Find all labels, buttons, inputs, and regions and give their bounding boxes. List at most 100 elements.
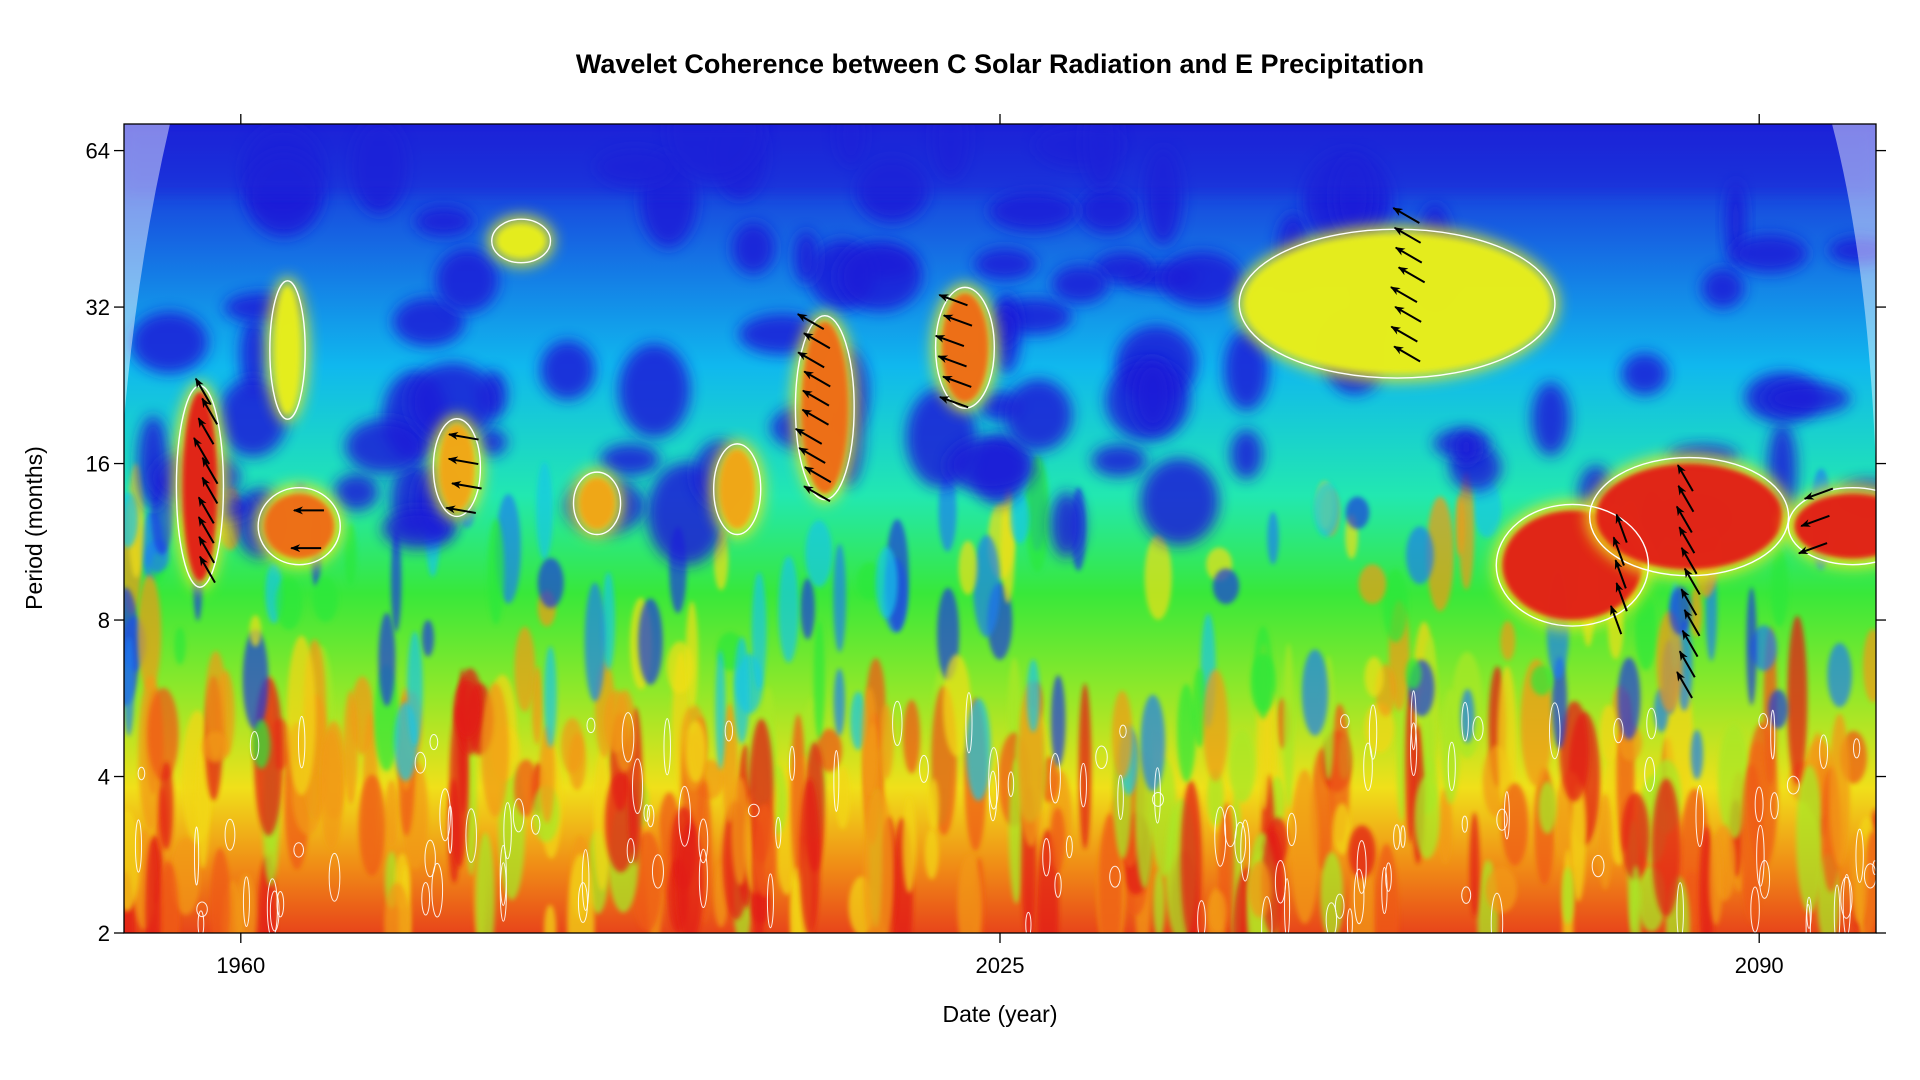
significance-contour	[794, 314, 855, 501]
texture-streak	[1485, 867, 1518, 913]
significance-contour	[621, 712, 635, 763]
texture-blob	[1078, 187, 1138, 234]
texture-blob	[218, 377, 288, 457]
texture-streak	[390, 530, 402, 632]
texture-streak	[751, 572, 767, 690]
texture-blob	[837, 241, 923, 312]
texture-blob	[946, 437, 1036, 493]
significance-contour	[197, 910, 205, 933]
significance-contour	[833, 749, 840, 812]
significance-contour	[1447, 741, 1456, 792]
phase-arrow	[803, 466, 832, 483]
texture-streak	[902, 795, 917, 893]
texture-streak	[487, 518, 505, 625]
significance-contour	[1472, 716, 1484, 741]
significance-contour	[1152, 791, 1164, 807]
significance-contour	[1095, 745, 1108, 770]
texture-streak	[685, 720, 706, 783]
texture-blob	[1131, 358, 1175, 432]
texture-streak	[942, 654, 971, 757]
chart-title: Wavelet Coherence between C Solar Radiat…	[576, 49, 1424, 79]
significance-contour	[1079, 762, 1087, 808]
phase-arrow	[1393, 226, 1422, 244]
texture-streak	[676, 822, 704, 933]
texture-streak	[1599, 704, 1618, 762]
significance-contour	[1503, 791, 1510, 840]
texture-streak	[1405, 526, 1434, 585]
texture-streak	[1441, 688, 1460, 805]
significance-contour	[1787, 487, 1876, 566]
texture-streak	[384, 882, 410, 933]
significance-contour	[1756, 824, 1765, 887]
texture-streak	[966, 698, 991, 801]
significance-contour	[1613, 718, 1624, 744]
texture-blob	[1050, 491, 1084, 558]
significance-contour	[663, 718, 671, 776]
significance-contour	[1325, 902, 1338, 933]
cone-of-influence	[124, 124, 1876, 470]
x-axis-label: Date (year)	[942, 1001, 1057, 1027]
texture-streak	[1497, 665, 1517, 816]
significance-contour	[1855, 828, 1864, 883]
significance-contour	[1410, 722, 1418, 776]
texture-streak	[1438, 788, 1453, 865]
texture-streak	[863, 789, 894, 933]
significance-contour	[1353, 868, 1365, 925]
significance-contour	[1872, 860, 1876, 875]
texture-streak	[778, 555, 799, 663]
significance-contour	[1346, 908, 1353, 933]
significance-contour	[698, 818, 709, 864]
significance-contour	[1065, 835, 1073, 859]
texture-streak	[287, 635, 316, 796]
texture-streak	[407, 631, 423, 746]
y-axis-label: Period (months)	[21, 446, 47, 610]
phase-arrow	[934, 334, 965, 348]
significance-contour	[1786, 775, 1800, 795]
texture-streak	[957, 854, 982, 933]
texture-blob	[1230, 429, 1263, 480]
coherence-texture	[124, 124, 1876, 933]
coherence-region	[1794, 493, 1876, 559]
phase-arrow	[1680, 588, 1698, 616]
significance-contour	[249, 730, 260, 761]
phase-arrow	[1677, 484, 1695, 513]
texture-streak	[833, 668, 846, 736]
texture-streak	[124, 636, 135, 737]
texture-streak	[312, 576, 338, 623]
texture-blob	[435, 248, 499, 313]
significance-contour	[414, 751, 427, 774]
texture-streak	[1827, 642, 1852, 708]
significance-contour	[586, 717, 596, 734]
phase-arrow	[794, 427, 823, 445]
significance-contour	[432, 418, 482, 518]
texture-streak	[1348, 825, 1376, 879]
significance-contour	[499, 844, 507, 906]
texture-streak	[1656, 610, 1683, 713]
texture-streak	[928, 778, 940, 831]
texture-blob	[1223, 329, 1269, 411]
phase-arrow	[1680, 547, 1698, 575]
texture-streak	[1153, 869, 1165, 933]
texture-streak	[1050, 807, 1066, 872]
texture-blob	[989, 190, 1078, 232]
coherence-region	[497, 225, 545, 257]
texture-streak	[475, 832, 495, 933]
texture-streak	[1180, 780, 1202, 933]
texture-streak	[343, 690, 358, 805]
significance-contour	[266, 878, 278, 933]
texture-streak	[320, 729, 343, 850]
significance-contour	[1234, 821, 1247, 864]
significance-contour	[1007, 771, 1015, 798]
phase-arrow	[445, 505, 476, 515]
significance-contour	[1117, 774, 1124, 821]
significance-contour	[269, 890, 280, 932]
significance-contours	[134, 218, 1876, 933]
phase-arrow	[1675, 505, 1693, 533]
texture-streak	[156, 861, 180, 933]
significance-contour	[465, 808, 477, 863]
texture-blob	[1004, 378, 1073, 452]
phase-arrow	[1393, 345, 1421, 363]
significance-contour	[919, 754, 929, 783]
texture-streak	[685, 601, 699, 710]
texture-streak	[1026, 659, 1040, 733]
